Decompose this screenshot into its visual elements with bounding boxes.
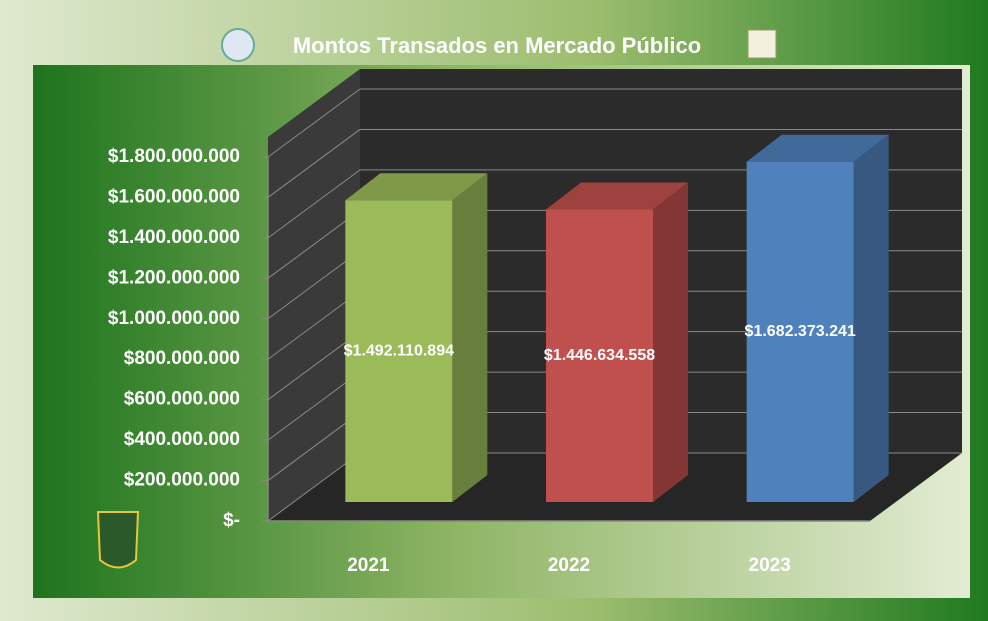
y-tick-label: $1.000.000.000	[108, 308, 240, 329]
bar	[345, 200, 453, 502]
grid-line	[267, 88, 361, 158]
grid-line	[267, 209, 361, 279]
y-tick-label: $600.000.000	[124, 389, 240, 410]
y-tick-label: $200.000.000	[124, 470, 240, 491]
grid-line	[267, 169, 361, 239]
grid-line	[267, 331, 361, 401]
logo-right	[747, 29, 777, 59]
grid-line	[267, 452, 361, 522]
bar-side	[853, 134, 889, 502]
bar-side	[452, 173, 488, 502]
x-tick-label: 2022	[548, 555, 590, 576]
y-tick-label: $1.600.000.000	[108, 186, 240, 207]
y-tick-label: $1.400.000.000	[108, 227, 240, 248]
bar-top	[746, 134, 889, 162]
x-tick-label: 2023	[749, 555, 791, 576]
crest	[96, 511, 140, 569]
grid-line	[267, 371, 361, 441]
data-label: $1.682.373.241	[745, 323, 856, 340]
bar-top	[345, 173, 488, 201]
bar	[746, 161, 854, 502]
y-tick-label: $-	[223, 510, 240, 531]
grid-line	[267, 412, 361, 481]
side-wall	[268, 69, 360, 521]
y-tick-label: $1.800.000.000	[108, 146, 240, 167]
y-tick-label: $400.000.000	[124, 429, 240, 450]
data-label: $1.492.110.894	[344, 342, 454, 359]
y-tick-label: $800.000.000	[124, 348, 240, 369]
grid-line	[267, 129, 361, 198]
grid-line	[267, 290, 361, 360]
x-tick-label: 2021	[347, 555, 390, 576]
bar-side	[653, 182, 688, 502]
logo-left	[221, 28, 255, 62]
data-label: $1.446.634.558	[544, 347, 655, 364]
y-tick-label: $1.200.000.000	[108, 267, 240, 288]
bar-top	[546, 182, 688, 210]
bar	[546, 209, 653, 502]
grid-line	[267, 250, 361, 320]
chart-title: Montos Transados en Mercado Público	[293, 33, 701, 58]
